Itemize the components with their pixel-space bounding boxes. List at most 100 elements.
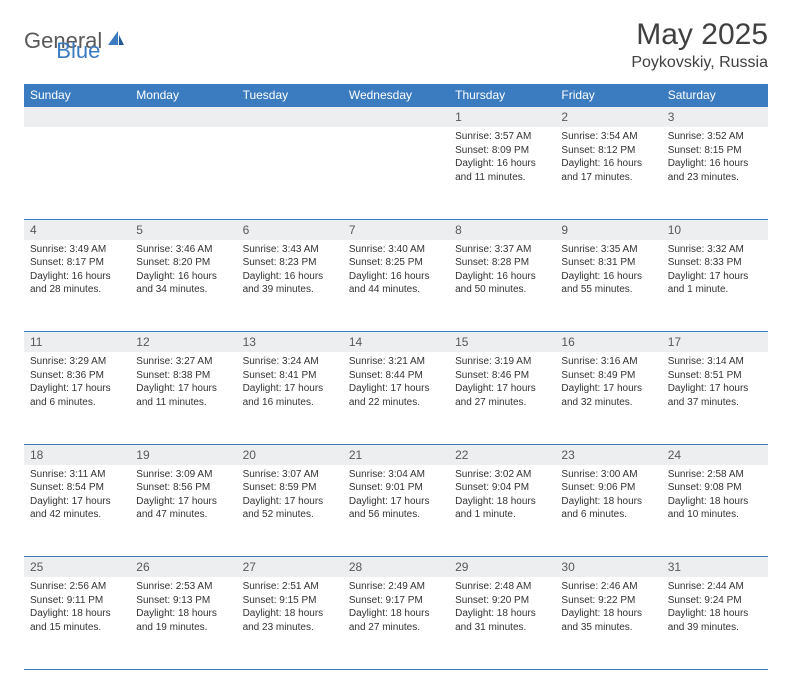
day-cell: Sunrise: 3:49 AMSunset: 8:17 PMDaylight:… bbox=[24, 240, 130, 332]
day-cell: Sunrise: 2:53 AMSunset: 9:13 PMDaylight:… bbox=[130, 577, 236, 669]
daylight-line: Daylight: 16 hours and 17 minutes. bbox=[561, 157, 655, 184]
calendar-table: Sunday Monday Tuesday Wednesday Thursday… bbox=[24, 84, 768, 670]
day-cell bbox=[343, 127, 449, 219]
day-number-cell: 7 bbox=[343, 219, 449, 240]
daylight-line: Daylight: 18 hours and 31 minutes. bbox=[455, 607, 549, 634]
month-title: May 2025 bbox=[631, 18, 768, 52]
day-content: Sunrise: 3:09 AMSunset: 8:56 PMDaylight:… bbox=[130, 465, 236, 528]
day-number-cell: 6 bbox=[237, 219, 343, 240]
day-cell: Sunrise: 3:52 AMSunset: 8:15 PMDaylight:… bbox=[662, 127, 768, 219]
day-number-cell: 10 bbox=[662, 219, 768, 240]
day-content: Sunrise: 3:52 AMSunset: 8:15 PMDaylight:… bbox=[662, 127, 768, 190]
day-number-cell: 22 bbox=[449, 444, 555, 465]
daylight-line: Daylight: 18 hours and 23 minutes. bbox=[243, 607, 337, 634]
sunset-line: Sunset: 9:20 PM bbox=[455, 594, 549, 608]
sunset-line: Sunset: 9:13 PM bbox=[136, 594, 230, 608]
sunrise-line: Sunrise: 3:27 AM bbox=[136, 355, 230, 369]
day-cell: Sunrise: 3:24 AMSunset: 8:41 PMDaylight:… bbox=[237, 352, 343, 444]
sunset-line: Sunset: 9:22 PM bbox=[561, 594, 655, 608]
daylight-line: Daylight: 17 hours and 42 minutes. bbox=[30, 495, 124, 522]
sunrise-line: Sunrise: 2:58 AM bbox=[668, 468, 762, 482]
day-number-cell: 17 bbox=[662, 332, 768, 353]
day-number-cell: 4 bbox=[24, 219, 130, 240]
logo-sail-icon bbox=[106, 29, 126, 54]
day-number-row: 25262728293031 bbox=[24, 557, 768, 578]
sunrise-line: Sunrise: 3:07 AM bbox=[243, 468, 337, 482]
daylight-line: Daylight: 18 hours and 10 minutes. bbox=[668, 495, 762, 522]
day-number: 3 bbox=[662, 107, 768, 127]
weekday-header: Sunday bbox=[24, 84, 130, 107]
sunset-line: Sunset: 8:36 PM bbox=[30, 369, 124, 383]
day-cell: Sunrise: 2:58 AMSunset: 9:08 PMDaylight:… bbox=[662, 465, 768, 557]
day-content: Sunrise: 3:24 AMSunset: 8:41 PMDaylight:… bbox=[237, 352, 343, 415]
sunrise-line: Sunrise: 3:57 AM bbox=[455, 130, 549, 144]
sunrise-line: Sunrise: 3:11 AM bbox=[30, 468, 124, 482]
sunrise-line: Sunrise: 3:04 AM bbox=[349, 468, 443, 482]
sunrise-line: Sunrise: 3:09 AM bbox=[136, 468, 230, 482]
day-number: 8 bbox=[449, 220, 555, 240]
sunset-line: Sunset: 8:20 PM bbox=[136, 256, 230, 270]
day-number-cell: 15 bbox=[449, 332, 555, 353]
daylight-line: Daylight: 16 hours and 44 minutes. bbox=[349, 270, 443, 297]
day-number: 13 bbox=[237, 332, 343, 352]
day-content: Sunrise: 3:54 AMSunset: 8:12 PMDaylight:… bbox=[555, 127, 661, 190]
day-content: Sunrise: 3:40 AMSunset: 8:25 PMDaylight:… bbox=[343, 240, 449, 303]
day-number: 27 bbox=[237, 557, 343, 577]
day-content: Sunrise: 3:35 AMSunset: 8:31 PMDaylight:… bbox=[555, 240, 661, 303]
day-number: 14 bbox=[343, 332, 449, 352]
day-content: Sunrise: 3:11 AMSunset: 8:54 PMDaylight:… bbox=[24, 465, 130, 528]
day-cell: Sunrise: 2:51 AMSunset: 9:15 PMDaylight:… bbox=[237, 577, 343, 669]
daylight-line: Daylight: 18 hours and 1 minute. bbox=[455, 495, 549, 522]
sunrise-line: Sunrise: 3:46 AM bbox=[136, 243, 230, 257]
day-number bbox=[130, 107, 236, 113]
day-content-row: Sunrise: 2:56 AMSunset: 9:11 PMDaylight:… bbox=[24, 577, 768, 669]
sunrise-line: Sunrise: 3:35 AM bbox=[561, 243, 655, 257]
page-header: General Blue May 2025 Poykovskiy, Russia bbox=[24, 18, 768, 72]
sunset-line: Sunset: 9:24 PM bbox=[668, 594, 762, 608]
day-number bbox=[24, 107, 130, 113]
day-number: 19 bbox=[130, 445, 236, 465]
day-number bbox=[343, 107, 449, 113]
daylight-line: Daylight: 17 hours and 52 minutes. bbox=[243, 495, 337, 522]
daylight-line: Daylight: 17 hours and 6 minutes. bbox=[30, 382, 124, 409]
day-cell: Sunrise: 3:07 AMSunset: 8:59 PMDaylight:… bbox=[237, 465, 343, 557]
day-number-cell: 30 bbox=[555, 557, 661, 578]
day-number-row: 18192021222324 bbox=[24, 444, 768, 465]
day-cell: Sunrise: 3:11 AMSunset: 8:54 PMDaylight:… bbox=[24, 465, 130, 557]
day-number-cell bbox=[237, 107, 343, 128]
day-cell: Sunrise: 3:32 AMSunset: 8:33 PMDaylight:… bbox=[662, 240, 768, 332]
sunrise-line: Sunrise: 3:21 AM bbox=[349, 355, 443, 369]
sunrise-line: Sunrise: 3:49 AM bbox=[30, 243, 124, 257]
day-content: Sunrise: 3:19 AMSunset: 8:46 PMDaylight:… bbox=[449, 352, 555, 415]
day-number-cell: 2 bbox=[555, 107, 661, 128]
daylight-line: Daylight: 16 hours and 50 minutes. bbox=[455, 270, 549, 297]
day-cell: Sunrise: 3:14 AMSunset: 8:51 PMDaylight:… bbox=[662, 352, 768, 444]
day-content: Sunrise: 3:07 AMSunset: 8:59 PMDaylight:… bbox=[237, 465, 343, 528]
day-number: 23 bbox=[555, 445, 661, 465]
daylight-line: Daylight: 17 hours and 32 minutes. bbox=[561, 382, 655, 409]
weekday-header: Thursday bbox=[449, 84, 555, 107]
daylight-line: Daylight: 17 hours and 11 minutes. bbox=[136, 382, 230, 409]
day-number-cell bbox=[24, 107, 130, 128]
sunset-line: Sunset: 8:17 PM bbox=[30, 256, 124, 270]
day-number: 18 bbox=[24, 445, 130, 465]
day-cell: Sunrise: 3:37 AMSunset: 8:28 PMDaylight:… bbox=[449, 240, 555, 332]
weekday-header: Monday bbox=[130, 84, 236, 107]
sunrise-line: Sunrise: 2:49 AM bbox=[349, 580, 443, 594]
day-cell: Sunrise: 3:43 AMSunset: 8:23 PMDaylight:… bbox=[237, 240, 343, 332]
day-number: 5 bbox=[130, 220, 236, 240]
daylight-line: Daylight: 18 hours and 35 minutes. bbox=[561, 607, 655, 634]
day-number-row: 11121314151617 bbox=[24, 332, 768, 353]
day-content: Sunrise: 3:21 AMSunset: 8:44 PMDaylight:… bbox=[343, 352, 449, 415]
day-content: Sunrise: 3:04 AMSunset: 9:01 PMDaylight:… bbox=[343, 465, 449, 528]
day-cell: Sunrise: 3:27 AMSunset: 8:38 PMDaylight:… bbox=[130, 352, 236, 444]
daylight-line: Daylight: 16 hours and 28 minutes. bbox=[30, 270, 124, 297]
sunset-line: Sunset: 8:09 PM bbox=[455, 144, 549, 158]
sunset-line: Sunset: 8:15 PM bbox=[668, 144, 762, 158]
daylight-line: Daylight: 16 hours and 11 minutes. bbox=[455, 157, 549, 184]
day-number: 21 bbox=[343, 445, 449, 465]
day-number-cell: 16 bbox=[555, 332, 661, 353]
day-content: Sunrise: 3:46 AMSunset: 8:20 PMDaylight:… bbox=[130, 240, 236, 303]
day-number bbox=[237, 107, 343, 113]
sunset-line: Sunset: 9:06 PM bbox=[561, 481, 655, 495]
